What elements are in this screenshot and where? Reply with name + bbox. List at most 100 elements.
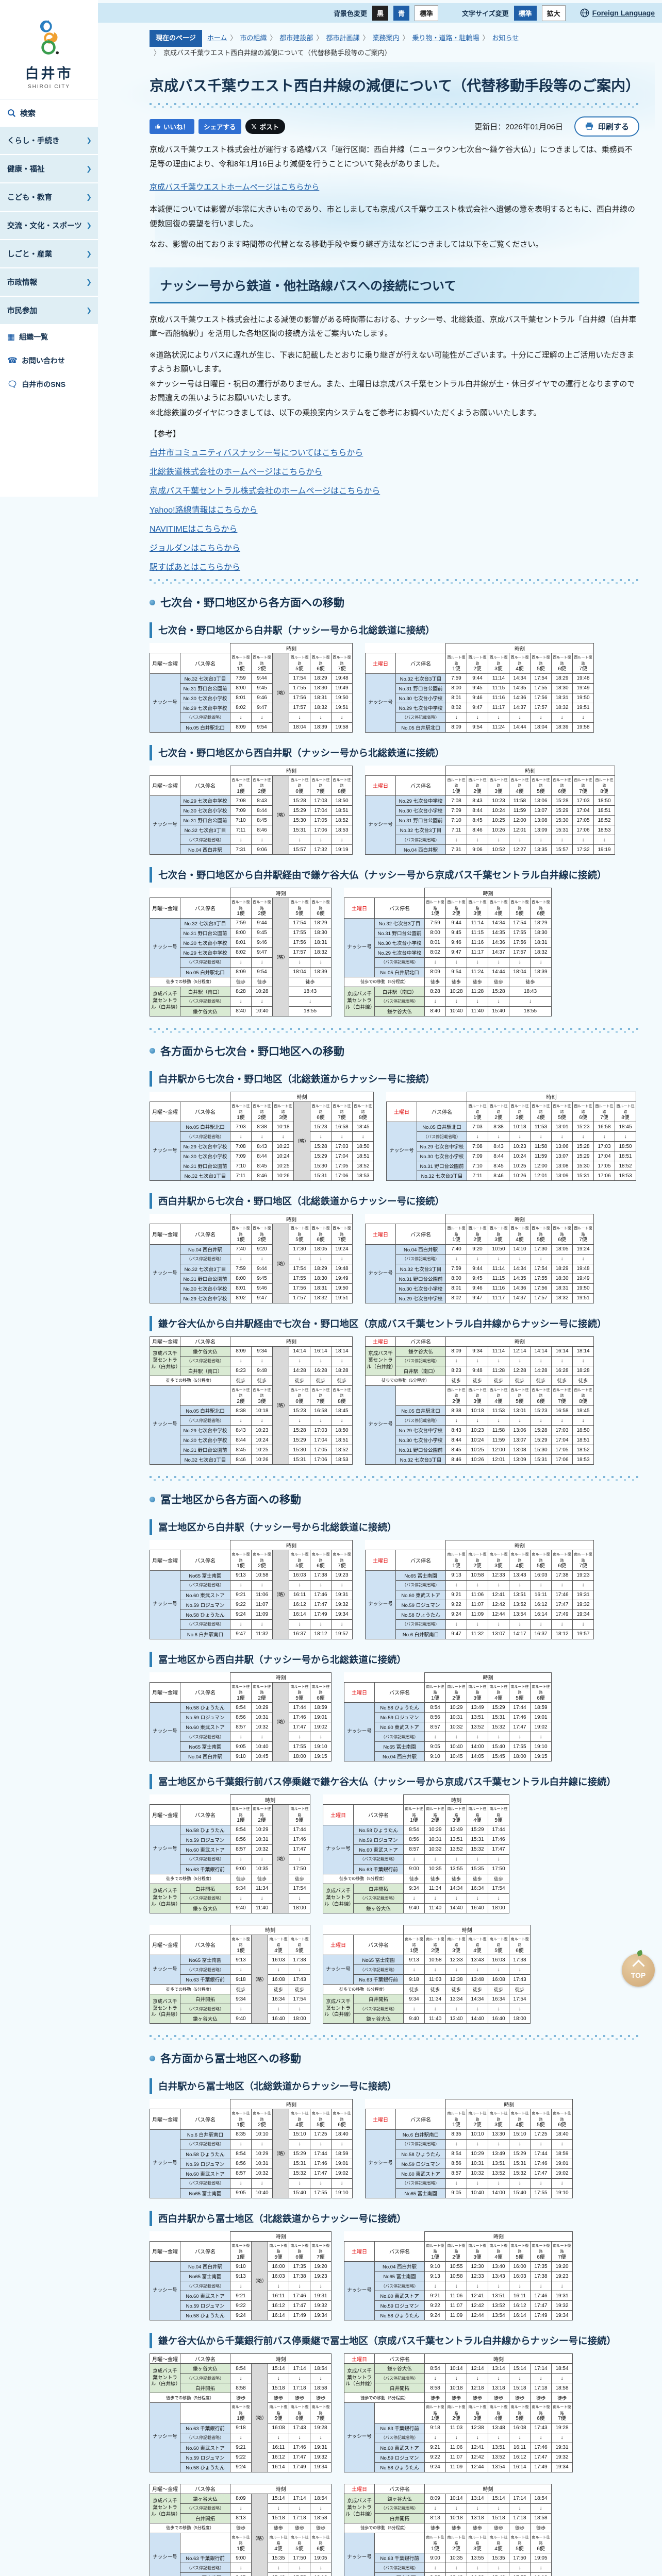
timetable-stop-name: No.60 東武ストア — [395, 1589, 446, 1600]
timetable-cell: 13:01 — [551, 1122, 573, 1132]
related-link[interactable]: NAVITIMEはこちらから — [150, 525, 238, 534]
bg-standard-button[interactable]: 標準 — [414, 5, 438, 21]
timetable-omitted-column: （略） — [272, 1224, 290, 1303]
timetable-cell: 9:46 — [251, 1283, 273, 1294]
timetable-cell: 16:14 — [289, 1609, 311, 1620]
bg-black-button[interactable]: 黒 — [372, 5, 388, 21]
breadcrumb-link[interactable]: 業務案内 — [372, 34, 400, 42]
timetable-column-header: 西ルート復路 7便 — [331, 653, 353, 674]
breadcrumb-link[interactable]: お知らせ — [492, 34, 519, 42]
timetable-cell: 9:24 — [230, 2462, 252, 2472]
timetable-cell: 10:32 — [251, 2168, 273, 2179]
sidebar-tool-0[interactable]: ▦ 組織一覧 — [7, 333, 48, 342]
related-link[interactable]: 京成バス千葉セントラル株式会社のホームページはこちらから — [150, 487, 380, 496]
timetable-column-header: 南ルート往路 5便 — [289, 1682, 311, 1703]
font-standard-button[interactable]: 標準 — [514, 5, 537, 21]
sidebar: 白井市 SHIROI CITY 検索 くらし・手続き ❯ 健康・福祉 ❯ こども・教育 ❯… — [0, 0, 98, 497]
timetable-stop-name: （バス停記載省略） — [374, 2281, 425, 2292]
timetable-cell: 8:44 — [467, 805, 489, 816]
timetable-stop-name: No.04 西白井駅 — [180, 1244, 230, 1255]
timetable-column-header: 南ルート往路 5便 — [488, 1804, 510, 1825]
sidebar-item[interactable]: 市民参加 ❯ — [0, 297, 98, 324]
sidebar-item[interactable]: こども・教育 ❯ — [0, 183, 98, 211]
timetable-column-header: 西ルート往路 6便 — [551, 775, 573, 796]
timetable-cell: 10:58 — [251, 1570, 273, 1581]
back-to-top-button[interactable]: TOP — [622, 1954, 655, 1987]
site-logo[interactable]: 白井市 SHIROI CITY — [0, 0, 98, 99]
timetable-stop-name: No.63 千葉銀行前 — [180, 2553, 230, 2564]
related-link[interactable]: Yahoo!路線情報はこちらから — [150, 506, 258, 515]
timetable-cell: 10:29 — [445, 1702, 468, 1713]
sidebar-item[interactable]: しごと・産業 ❯ — [0, 240, 98, 267]
timetable-cell: 10:45 — [445, 1751, 468, 1762]
share-button[interactable]: シェアする — [198, 118, 241, 134]
thumbs-up-icon — [155, 124, 160, 129]
timetable-cell: 12:44 — [488, 1609, 510, 1620]
timetable-stop-name: No.58 ひょうたん — [374, 2310, 425, 2321]
timetable-cell: 14:34 — [467, 1994, 489, 2005]
sidebar-search[interactable]: 検索 — [0, 99, 98, 127]
breadcrumb-link[interactable]: 都市建設部 — [279, 34, 313, 42]
timetable-cell: 16:03 — [530, 1570, 552, 1581]
timetable-cell: 7:10 — [230, 815, 252, 826]
timetable-cell: 9:34 — [403, 1994, 425, 2005]
sidebar-item[interactable]: 市政情報 ❯ — [0, 268, 98, 296]
timetable-cell: 8:09 — [424, 967, 446, 977]
bg-blue-button[interactable]: 青 — [393, 5, 409, 21]
breadcrumb-link[interactable]: 乗り物・道路・駐輪場 — [412, 34, 479, 42]
timetable-operator: ナッシー号 — [150, 918, 180, 977]
route-subsection-title: 七次台・野口地区から西白井駅（ナッシー号から北総鉄道に接続） — [150, 744, 639, 760]
related-link[interactable]: 駅すぱあとはこちらから — [150, 563, 241, 572]
timetable-cell: ↓ — [509, 2004, 531, 2014]
related-link[interactable]: 北総鉄道株式会社のホームページはこちらから — [150, 468, 323, 477]
timetable-cell: 9:45 — [251, 1273, 273, 1284]
timetable-cell: 18:31 — [310, 937, 332, 948]
timetable-walk-label: 徒歩での移動（5分程度） — [344, 2522, 425, 2533]
timetable-cell: 11:34 — [251, 1883, 273, 1894]
timetable-cell: 8:02 — [424, 947, 446, 958]
timetable-cell: 12:42 — [467, 2300, 489, 2311]
timetable-cell: 8:56 — [403, 1834, 425, 1845]
timetable-cell: 17:18 — [289, 2383, 311, 2394]
timetable-cell: 10:29 — [251, 2148, 273, 2159]
timetable-cell: 10:45 — [251, 1751, 273, 1762]
related-link[interactable]: 白井市コミュニティバスナッシー号についてはこちらから — [150, 449, 363, 458]
timetable-cell: 8:02 — [445, 1293, 468, 1303]
timetable-stop-name: No.59 ロジュマン — [395, 1599, 446, 1610]
print-button[interactable]: 印刷する — [574, 116, 639, 137]
timetable-cell: ↓ — [331, 1131, 353, 1142]
timetable-time-header: 時刻 — [229, 2353, 332, 2364]
keisei-west-homepage-link[interactable]: 京成バス千葉ウエストホームページはこちらから — [150, 183, 320, 192]
sidebar-item[interactable]: くらし・手続き ❯ — [0, 127, 98, 154]
font-large-button[interactable]: 拡大 — [541, 5, 566, 21]
timetable-cell: 9:13 — [445, 1570, 468, 1581]
sidebar-tool-1[interactable]: ☎ お問い合わせ — [7, 357, 65, 365]
timetable-cell: 徒歩 — [467, 1984, 489, 1995]
timetable-cell: ↓ — [509, 1415, 531, 1426]
timetable-column-header: 西ルート往路 4便 — [530, 1101, 552, 1123]
timetable-stop-name: No.32 七次台3丁目 — [180, 1171, 230, 1181]
timetable-cell: 17:54 — [509, 918, 531, 928]
like-button[interactable]: いいね！ — [150, 118, 195, 134]
timetable-cell: 8:00 — [445, 683, 468, 693]
timetable-cell: 19:34 — [551, 2462, 573, 2472]
related-link[interactable]: ジョルダンはこちらから — [150, 544, 241, 553]
breadcrumb-link[interactable]: ホーム — [207, 34, 227, 42]
timetable-column-header: 西ルート往路 7便 — [310, 775, 332, 796]
timetable-cell: 15:14 — [488, 2493, 510, 2504]
breadcrumb-link[interactable]: 都市計画課 — [326, 34, 360, 42]
timetable-cell: 12:00 — [488, 1445, 510, 1455]
timetable-cell: 11:17 — [488, 702, 510, 713]
timetable-column-header: 西ルート往路 8便 — [593, 775, 616, 796]
timetable-cell: 16:14 — [509, 2310, 531, 2321]
sidebar-item[interactable]: 交流・文化・スポーツ ❯ — [0, 212, 98, 239]
x-post-button[interactable]: 𝕏 ポスト — [245, 118, 286, 134]
timetable-cell: 15:29 — [572, 1151, 594, 1162]
breadcrumb-link[interactable]: 市の組織 — [240, 34, 267, 42]
sidebar-item[interactable]: 健康・福祉 ❯ — [0, 155, 98, 182]
timetable-cell: 19:32 — [310, 2300, 332, 2311]
timetable-column-header: 西ルート復路 6便 — [310, 653, 332, 674]
sidebar-tool-2[interactable]: 🗨 白井市のSNS — [7, 380, 66, 389]
foreign-language-link[interactable]: Foreign Language — [580, 8, 655, 18]
timetable-cell: 8:44 — [251, 805, 273, 816]
